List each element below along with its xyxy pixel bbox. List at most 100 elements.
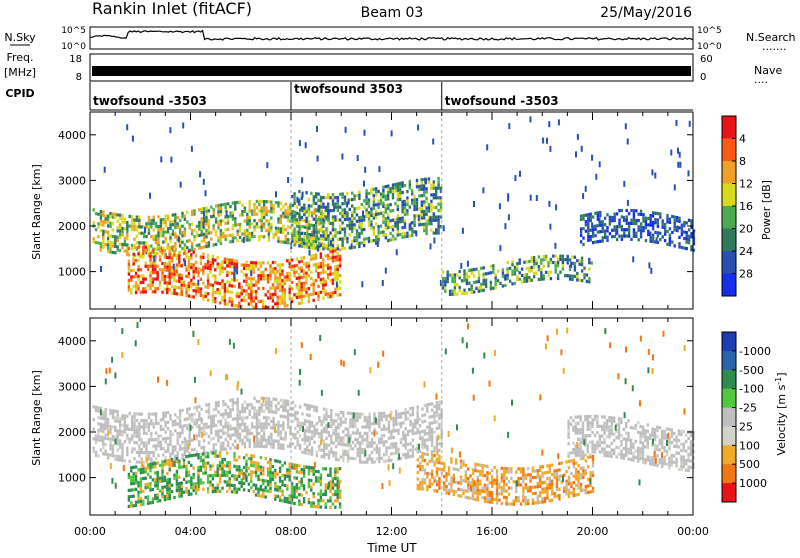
power-cell-2536 [547,264,549,267]
velocity-cell-1459 [178,463,180,466]
power-cell-856 [327,238,329,241]
velocity-cell-443 [215,424,217,427]
power-cell-63 [112,244,114,247]
beam-title: Beam 03 [361,5,424,21]
velocity-cell-64 [109,431,111,434]
velocity-cell-155 [133,419,135,422]
power-cbar-swatch-3 [722,184,736,207]
power-cell-1520 [659,238,661,241]
power-cell-2292 [325,280,327,283]
power-cell-1940 [226,258,228,261]
velocity-cell-543 [241,423,243,426]
velocity-cell-1428 [166,494,168,497]
velocity-cell-43 [105,414,107,417]
velocity-cell-1817 [301,481,303,484]
velocity-cell-1816 [301,478,303,481]
velocity-cell-656 [270,404,272,407]
velocity-cell-1970 [431,457,433,460]
power-cell-1118 [389,226,391,229]
power-sparse-46 [345,127,347,133]
power-cell-2011 [245,290,247,293]
velocity-cell-1673 [255,461,257,464]
power-cell-1255 [423,213,425,216]
velocity-cell-944 [347,453,349,456]
velocity-cell-151 [131,447,133,450]
velocity-cell-1805 [296,489,298,492]
power-cell-1388 [602,227,604,230]
velocity-cell-2050 [462,460,464,463]
power-cell-638 [306,233,308,236]
velocity-cell-377 [196,422,198,425]
velocity-cell-609 [258,438,260,441]
velocity-cell-2080 [472,491,474,494]
velocity-cell-1181 [412,413,414,416]
velocity-cell-1795 [293,489,295,492]
velocity-cell-632 [263,439,265,442]
power-cell-724 [296,206,298,209]
power-cell-2114 [277,270,279,273]
power-cell-34 [105,221,107,224]
power-cell-413 [229,240,231,243]
power-cell-2115 [277,277,279,280]
power-cell-993 [361,222,363,225]
power-cell-1040 [373,207,375,210]
velocity-cell-972 [354,444,356,447]
power-cell-2217 [303,272,305,275]
power-cell-874 [332,225,334,228]
power-cell-1668 [149,277,151,280]
velocity-cell-1423 [166,478,168,481]
velocity-cell-1401 [159,499,161,502]
velocity-cell-178 [138,435,140,438]
velocity-cell-1635 [238,488,240,491]
velocity-cell-216 [148,429,150,432]
velocity-cell-1811 [298,493,300,496]
power-cell-2035 [253,264,255,267]
power-cell-1214 [413,208,415,211]
velocity-cell-1168 [407,449,409,452]
power-cell-1492 [650,217,652,220]
power-cbar-tick-label-6: 28 [739,268,753,281]
power-cell-584 [287,225,289,228]
power-cell-1350 [587,220,589,223]
velocity-cell-1758 [281,493,283,496]
power-sparse-45 [627,139,629,145]
velocity-cell-2060 [465,489,467,492]
power-cell-1213 [413,205,415,208]
velocity-cell-328 [181,425,183,428]
velocity-cell-119 [121,449,123,452]
velocity-cell-2110 [481,470,483,473]
power-cell-1703 [159,268,161,271]
velocity-cell-1920 [337,493,339,496]
power-cell-1935 [224,290,226,293]
power-cell-2218 [303,275,305,278]
power-cell-818 [320,212,322,215]
velocity-cell-600 [256,445,258,448]
velocity-cell-830 [318,435,320,438]
power-cell-2232 [308,261,310,264]
power-cell-177 [153,216,155,219]
velocity-cell-947 [349,412,351,415]
velocity-cell-402 [203,430,205,433]
power-cell-536 [270,223,272,226]
velocity-cell-313 [177,442,179,445]
velocity-cell-1421 [166,462,168,465]
velocity-cell-1264 [433,450,435,453]
power-cell-200 [160,218,162,221]
velocity-cell-163 [133,457,135,460]
velocity-cell-1368 [149,476,151,479]
velocity-cell-486 [227,422,229,425]
velocity-cell-1523 [200,459,202,462]
velocity-cell-302 [174,423,176,426]
power-cell-1302 [435,187,437,190]
power-cell-84 [119,230,121,233]
velocity-cell-1274 [436,443,438,446]
velocity-cell-1757 [281,490,283,493]
power-cell-2428 [483,276,485,279]
velocity-cell-319 [179,416,181,419]
power-cell-1021 [368,218,370,221]
power-cell-1952 [229,271,231,274]
power-cell-2064 [260,277,262,280]
velocity-cell-220 [148,454,150,457]
velocity-cell-185 [141,413,143,416]
velocity-cell-1654 [248,467,250,470]
